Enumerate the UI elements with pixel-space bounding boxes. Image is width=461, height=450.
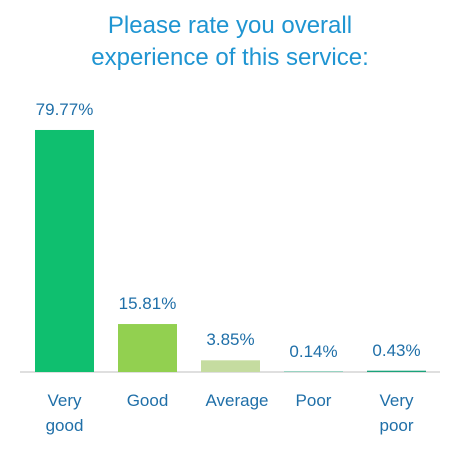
value-label: 3.85% — [206, 330, 255, 350]
bar — [35, 129, 94, 372]
value-label: 0.43% — [372, 340, 421, 360]
x-tick-label: Good — [126, 391, 169, 410]
value-label: 15.81% — [118, 294, 177, 314]
x-tick-label: Poor — [295, 391, 332, 410]
x-tick-label: Very good — [45, 391, 84, 435]
x-tick-label: Very poor — [379, 391, 414, 435]
bar — [118, 324, 177, 372]
value-label: 0.14% — [289, 341, 338, 361]
bar — [201, 360, 260, 372]
x-tick-label: Average — [205, 391, 269, 410]
value-label: 79.77% — [35, 99, 94, 119]
bar — [367, 370, 426, 372]
chart-title: Please rate you overall experience of th… — [91, 12, 369, 71]
